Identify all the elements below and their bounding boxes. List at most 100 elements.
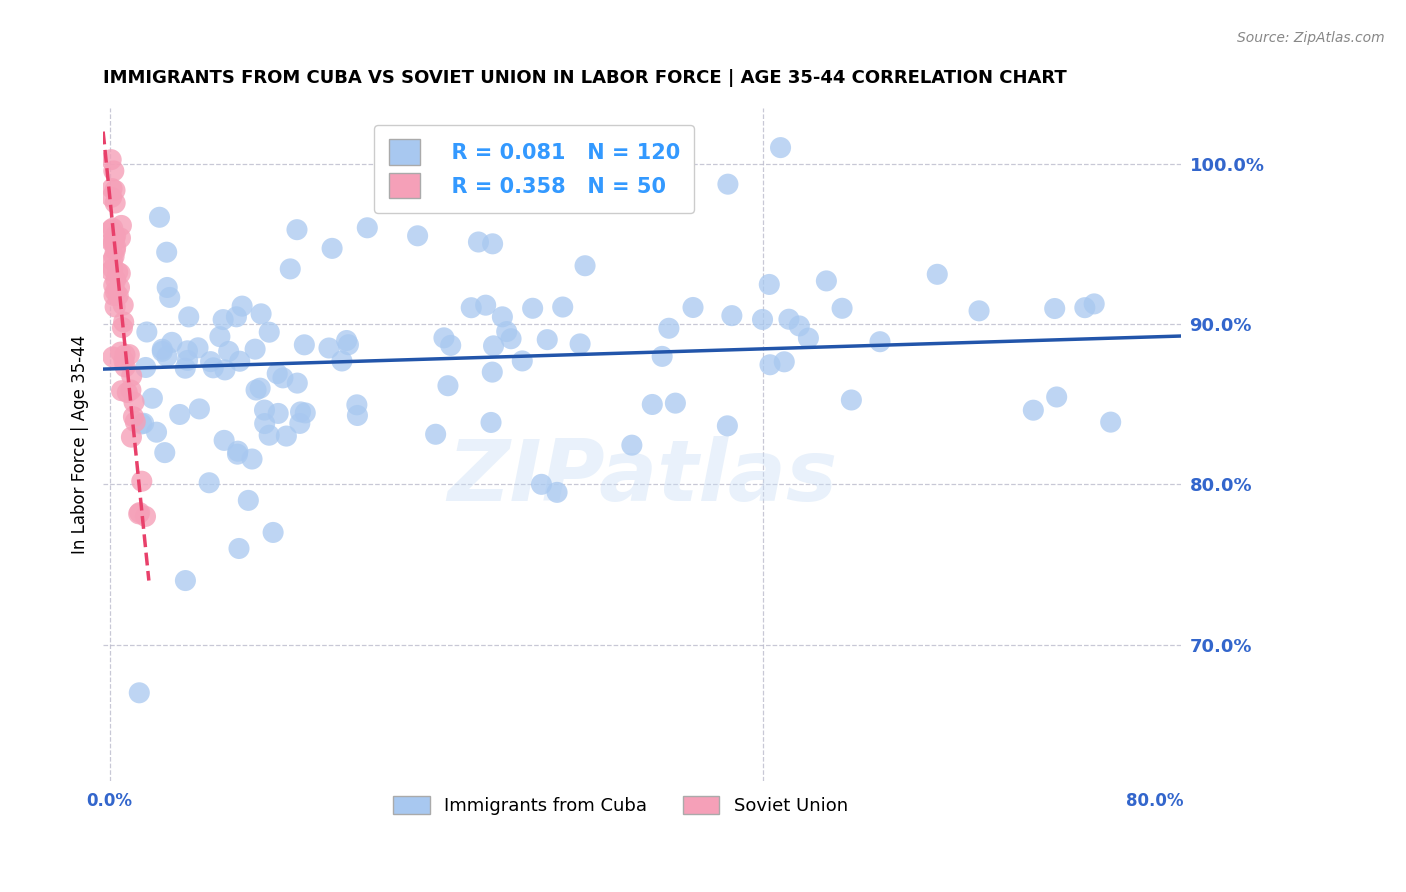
- Point: [200, 354, 222, 368]
- Point: [1083, 297, 1105, 311]
- Point: [1022, 403, 1045, 417]
- Legend: Immigrants from Cuba, Soviet Union: Immigrants from Cuba, Soviet Union: [387, 789, 855, 822]
- Point: [682, 301, 704, 315]
- Point: [107, 288, 129, 302]
- Point: [156, 350, 179, 364]
- Point: [433, 331, 456, 345]
- Point: [271, 371, 294, 385]
- Point: [104, 228, 127, 243]
- Point: [536, 333, 558, 347]
- Point: [117, 385, 139, 400]
- Point: [318, 341, 340, 355]
- Point: [132, 417, 155, 431]
- Point: [574, 259, 596, 273]
- Point: [460, 301, 482, 315]
- Point: [467, 235, 489, 249]
- Point: [100, 264, 122, 278]
- Point: [229, 354, 252, 368]
- Point: [276, 429, 298, 443]
- Point: [257, 428, 280, 442]
- Point: [481, 236, 503, 251]
- Point: [112, 298, 135, 312]
- Point: [169, 408, 191, 422]
- Point: [569, 337, 592, 351]
- Point: [758, 277, 780, 292]
- Point: [100, 223, 122, 237]
- Point: [153, 445, 176, 459]
- Point: [100, 153, 122, 167]
- Point: [245, 383, 267, 397]
- Point: [103, 235, 125, 250]
- Point: [266, 367, 288, 381]
- Point: [240, 452, 263, 467]
- Point: [238, 493, 260, 508]
- Point: [114, 348, 136, 362]
- Point: [406, 228, 429, 243]
- Point: [292, 338, 315, 352]
- Point: [243, 342, 266, 356]
- Point: [131, 474, 153, 488]
- Point: [112, 315, 135, 329]
- Point: [440, 338, 463, 352]
- Point: [716, 418, 738, 433]
- Point: [141, 391, 163, 405]
- Point: [522, 301, 544, 316]
- Point: [128, 506, 150, 520]
- Point: [530, 477, 553, 491]
- Point: [769, 140, 792, 154]
- Point: [250, 307, 273, 321]
- Point: [145, 425, 167, 440]
- Point: [481, 365, 503, 379]
- Point: [253, 417, 276, 431]
- Point: [101, 350, 124, 364]
- Point: [218, 344, 240, 359]
- Point: [226, 444, 249, 458]
- Point: [474, 298, 496, 312]
- Point: [176, 353, 198, 368]
- Point: [100, 190, 122, 204]
- Point: [495, 325, 517, 339]
- Point: [831, 301, 853, 316]
- Point: [114, 359, 136, 374]
- Point: [336, 334, 359, 348]
- Point: [285, 222, 308, 236]
- Point: [491, 310, 513, 324]
- Point: [122, 395, 145, 409]
- Point: [356, 220, 378, 235]
- Text: IMMIGRANTS FROM CUBA VS SOVIET UNION IN LABOR FORCE | AGE 35-44 CORRELATION CHAR: IMMIGRANTS FROM CUBA VS SOVIET UNION IN …: [103, 69, 1067, 87]
- Point: [122, 409, 145, 424]
- Point: [1074, 301, 1097, 315]
- Point: [101, 261, 124, 276]
- Point: [103, 278, 125, 293]
- Point: [104, 285, 127, 299]
- Point: [110, 219, 132, 233]
- Point: [262, 525, 284, 540]
- Point: [751, 312, 773, 326]
- Point: [212, 312, 235, 326]
- Y-axis label: In Labor Force | Age 35-44: In Labor Force | Age 35-44: [72, 334, 89, 554]
- Point: [101, 253, 124, 268]
- Point: [135, 325, 157, 339]
- Point: [482, 339, 505, 353]
- Point: [110, 384, 132, 398]
- Point: [231, 299, 253, 313]
- Point: [267, 406, 290, 420]
- Point: [156, 280, 179, 294]
- Point: [437, 378, 460, 392]
- Point: [124, 415, 146, 429]
- Point: [717, 177, 740, 191]
- Point: [103, 250, 125, 264]
- Point: [479, 416, 502, 430]
- Point: [101, 181, 124, 195]
- Point: [337, 337, 360, 351]
- Point: [104, 244, 127, 258]
- Point: [110, 345, 132, 359]
- Point: [131, 417, 153, 431]
- Point: [150, 344, 173, 359]
- Point: [177, 310, 200, 324]
- Point: [257, 325, 280, 339]
- Point: [104, 183, 127, 197]
- Point: [104, 273, 127, 287]
- Point: [228, 541, 250, 556]
- Point: [841, 392, 863, 407]
